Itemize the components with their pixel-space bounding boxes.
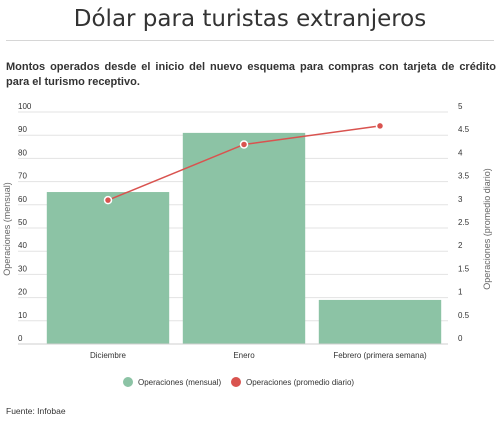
right-y-axis: 0 0.5 1 1.5 2 2.5 3 3.5 4 4.5 5: [458, 102, 470, 343]
right-tick-label: 2.5: [458, 218, 470, 227]
legend-bar-marker: [123, 377, 133, 387]
legend-line-marker: [231, 377, 241, 387]
line-point: [239, 140, 249, 149]
left-tick-label: 80: [18, 148, 27, 157]
legend: Operaciones (mensual) Operaciones (prome…: [123, 377, 354, 387]
right-tick-label: 5: [458, 102, 463, 111]
bar: [46, 192, 170, 344]
right-tick-label: 0: [458, 334, 463, 343]
title-divider: [6, 40, 494, 41]
left-tick-label: 10: [18, 311, 27, 320]
left-tick-label: 50: [18, 218, 27, 227]
right-tick-label: 2: [458, 241, 463, 250]
chart-subtitle: Montos operados desde el inicio del nuev…: [6, 61, 496, 88]
category-label: Enero: [233, 351, 255, 360]
left-tick-label: 20: [18, 288, 27, 297]
legend-line-label: Operaciones (promedio diario): [246, 378, 354, 387]
right-tick-label: 4.5: [458, 125, 470, 134]
right-tick-label: 3.5: [458, 172, 470, 181]
bar: [318, 299, 442, 344]
bar-series: [46, 132, 442, 344]
left-tick-label: 90: [18, 125, 27, 134]
line-point: [375, 121, 385, 131]
line-series: [103, 121, 385, 205]
category-label: Febrero (primera semana): [333, 351, 427, 360]
left-tick-label: 100: [18, 102, 32, 111]
legend-bar-label: Operaciones (mensual): [138, 378, 221, 387]
right-tick-label: 4: [458, 148, 463, 157]
left-y-axis: 0 10 20 30 40 50 60 70 80 90 100: [18, 102, 32, 343]
right-axis-title: Operaciones (promedio diario): [482, 168, 492, 290]
left-tick-label: 30: [18, 264, 27, 273]
bar: [182, 132, 306, 344]
right-tick-label: 1: [458, 288, 463, 297]
right-tick-label: 3: [458, 195, 463, 204]
left-axis-title: Operaciones (mensual): [2, 182, 12, 276]
left-tick-label: 60: [18, 195, 27, 204]
category-label: Diciembre: [90, 351, 127, 360]
left-tick-label: 40: [18, 241, 27, 250]
line-point: [103, 195, 113, 205]
left-tick-label: 70: [18, 172, 27, 181]
right-tick-label: 1.5: [458, 264, 470, 273]
x-axis: Diciembre Enero Febrero (primera semana): [18, 343, 448, 360]
source-note: Fuente: Infobae: [6, 406, 66, 416]
right-tick-label: 0.5: [458, 311, 470, 320]
page-title: Dólar para turistas extranjeros: [73, 6, 427, 32]
left-tick-label: 0: [18, 334, 23, 343]
